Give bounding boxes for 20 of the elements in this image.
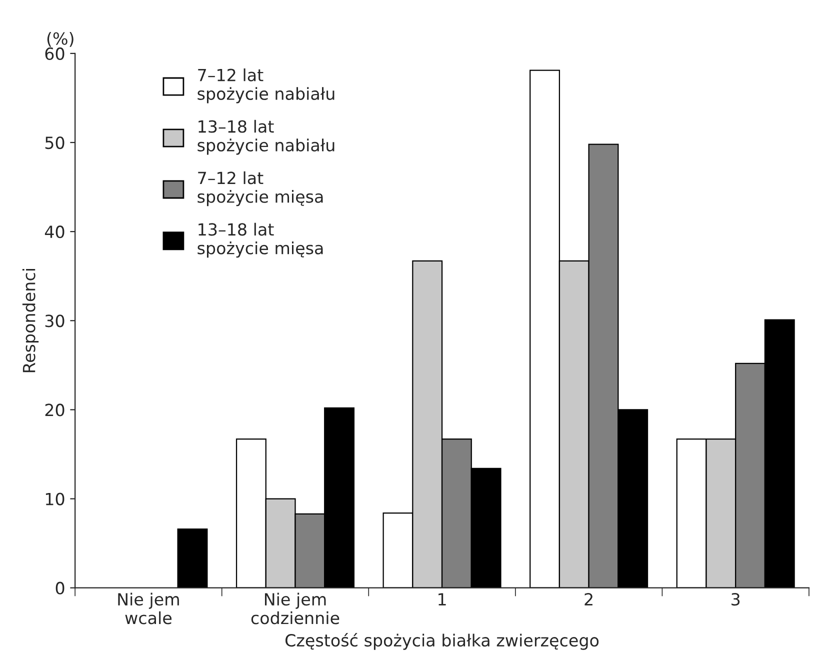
legend-label: 13–18 lat spożycie mięsa bbox=[198, 222, 323, 258]
x-tick-label: 2 bbox=[584, 592, 592, 606]
legend-label: 7–12 lat spożycie mięsa bbox=[198, 171, 323, 206]
x-axis-title: Częstość spożycia białka zwierzęcego bbox=[285, 633, 599, 650]
legend-label: 7–12 lat spożycie nabiału bbox=[198, 68, 334, 104]
y-tick-label: 0 bbox=[56, 582, 64, 594]
y-tick-label: 20 bbox=[45, 404, 64, 416]
legend-label: 13–18 lat spożycie nabiału bbox=[198, 120, 334, 155]
x-tick-label: Nie jem codziennie bbox=[251, 592, 340, 624]
y-tick-label: 40 bbox=[44, 226, 64, 238]
x-tick-label: Nie jem wcale bbox=[118, 592, 179, 624]
y-tick-label: 50 bbox=[45, 136, 64, 150]
y-axis-title: Respondenci bbox=[22, 269, 39, 372]
x-tick-label: 1 bbox=[438, 593, 446, 606]
y-tick-label: 30 bbox=[45, 314, 64, 328]
y-tick-label: 60 bbox=[45, 47, 64, 60]
bar bbox=[177, 528, 208, 588]
text: (%) bbox=[47, 32, 74, 47]
x-tick-label: 3 bbox=[732, 592, 740, 606]
y-tick-label: 10 bbox=[46, 492, 64, 506]
